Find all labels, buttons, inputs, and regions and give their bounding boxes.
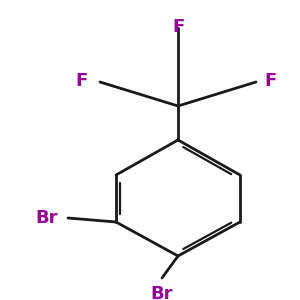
Text: F: F xyxy=(172,18,184,36)
Text: Br: Br xyxy=(151,285,173,300)
Text: F: F xyxy=(76,72,88,90)
Text: F: F xyxy=(264,72,276,90)
Text: Br: Br xyxy=(35,209,58,227)
